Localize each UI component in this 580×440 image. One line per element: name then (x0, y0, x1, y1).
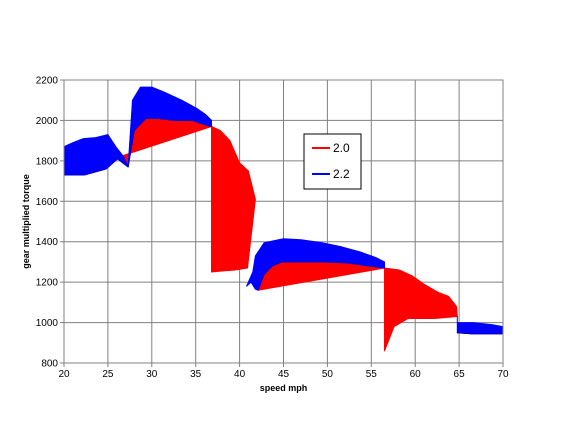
y-tick-label: 1000 (36, 318, 59, 329)
area-layer (63, 86, 504, 352)
y-axis-title: gear multiplied torque (21, 174, 31, 269)
series-2-0-edge (257, 261, 385, 291)
x-tick-label: 45 (278, 369, 290, 380)
series-2-0-edge (457, 332, 503, 335)
y-tick-label: 1800 (36, 156, 59, 167)
series-2-0-area (384, 267, 458, 352)
legend-label-2-0: 2.0 (333, 141, 350, 155)
x-tick-label: 70 (497, 369, 509, 380)
x-tick-label: 25 (102, 369, 114, 380)
x-tick-label: 20 (58, 369, 70, 380)
x-axis-title: speed mph (260, 383, 308, 393)
tick-layer: 800 1000 1200 1400 1600 1800 2000 2200 20 25 30 35 4… (36, 76, 509, 381)
y-tick-label: 1200 (36, 278, 59, 289)
legend-box (303, 133, 362, 190)
legend: 2.0 2.2 (303, 133, 362, 190)
y-tick-label: 1600 (36, 197, 59, 208)
x-tick-label: 55 (366, 369, 378, 380)
legend-label-2-2: 2.2 (333, 167, 350, 181)
y-tick-label: 2000 (36, 116, 59, 127)
series-2-0-area (211, 126, 256, 273)
x-tick-label: 40 (234, 369, 246, 380)
x-tick-label: 35 (190, 369, 202, 380)
x-tick-label: 65 (454, 369, 466, 380)
x-tick-label: 30 (146, 369, 158, 380)
series-2-0-edge (64, 117, 212, 176)
y-tick-label: 2200 (36, 76, 59, 87)
y-tick-label: 1400 (36, 237, 59, 248)
x-tick-label: 50 (322, 369, 334, 380)
y-tick-label: 800 (41, 359, 58, 370)
x-tick-label: 60 (410, 369, 422, 380)
